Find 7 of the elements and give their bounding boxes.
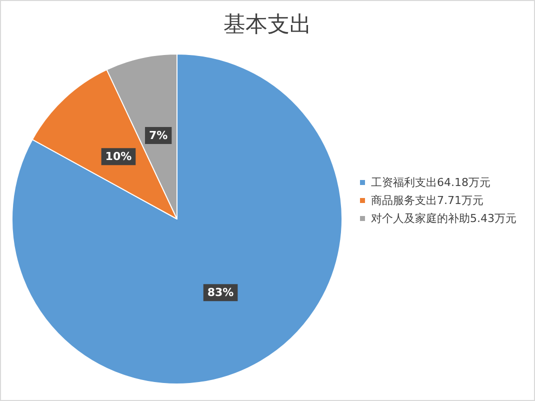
legend-label: 对个人及家庭的补助5.43万元 [371,212,516,225]
chart-title: 基本支出 [224,12,312,38]
legend-label: 工资福利支出64.18万元 [371,176,490,189]
data-label: 83% [207,286,234,300]
data-label: 7% [149,129,168,142]
data-label: 10% [105,150,132,164]
legend-label: 商品服务支出7.71万元 [371,194,484,207]
